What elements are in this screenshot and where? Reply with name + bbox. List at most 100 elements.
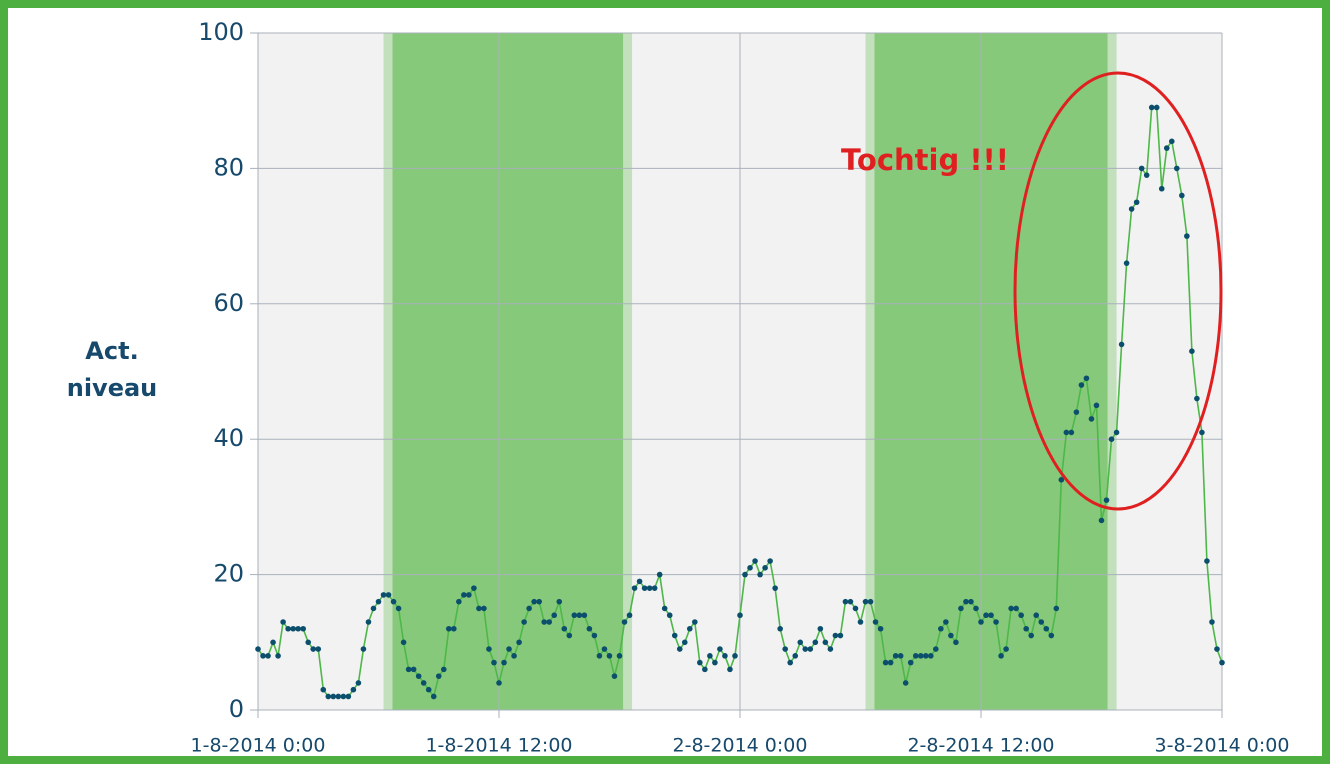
data-point	[1179, 192, 1185, 199]
data-point	[681, 639, 688, 646]
data-point	[536, 598, 542, 605]
data-point	[1063, 429, 1070, 436]
data-point	[747, 565, 753, 571]
shaded-range	[874, 33, 1108, 710]
data-point	[892, 653, 899, 659]
data-point	[852, 605, 859, 612]
data-point	[872, 619, 879, 625]
data-point	[445, 625, 452, 632]
data-point	[1133, 199, 1140, 206]
data-point	[1103, 497, 1110, 503]
data-point	[491, 659, 497, 666]
data-point	[320, 686, 327, 693]
data-point	[340, 693, 347, 700]
data-point	[797, 639, 804, 646]
data-point	[561, 625, 568, 632]
data-point	[697, 659, 703, 666]
data-point	[601, 646, 608, 652]
data-point	[867, 598, 874, 605]
data-point	[827, 646, 834, 652]
data-point	[767, 558, 773, 564]
data-point	[1008, 605, 1014, 612]
data-point	[953, 639, 959, 646]
data-point	[1128, 206, 1135, 212]
data-point	[907, 659, 914, 666]
data-point	[812, 639, 819, 646]
y-tick-label: 80	[213, 153, 244, 181]
data-point	[1123, 260, 1130, 266]
data-point	[546, 619, 553, 625]
data-point	[596, 653, 603, 659]
data-point	[802, 646, 809, 652]
data-point	[732, 653, 738, 659]
data-point	[576, 612, 583, 619]
data-point	[621, 619, 628, 625]
data-point	[405, 666, 412, 673]
x-tick-label: 2-8-2014 0:00	[673, 735, 808, 757]
data-point	[1163, 145, 1170, 151]
data-point	[420, 680, 427, 686]
data-point	[737, 612, 743, 619]
data-point	[1078, 382, 1085, 388]
data-point	[712, 659, 718, 666]
data-point	[757, 571, 763, 578]
data-point	[551, 612, 558, 619]
data-point	[1204, 558, 1210, 564]
data-point	[707, 653, 713, 659]
data-point	[1214, 646, 1220, 652]
data-point	[847, 598, 854, 605]
data-point	[606, 653, 613, 659]
data-point	[671, 632, 678, 639]
data-point	[511, 653, 517, 659]
y-tick-label: 60	[213, 289, 244, 317]
data-point	[882, 659, 889, 666]
data-point	[938, 625, 944, 632]
data-point	[350, 686, 357, 693]
data-point	[516, 639, 522, 646]
data-point	[912, 653, 919, 659]
data-point	[661, 605, 668, 612]
x-tick-label: 1-8-2014 0:00	[191, 735, 326, 757]
data-point	[897, 653, 904, 659]
data-point	[1053, 605, 1060, 612]
data-point	[676, 646, 683, 652]
x-tick-label: 2-8-2014 12:00	[907, 735, 1054, 757]
data-point	[1068, 429, 1075, 436]
data-point	[792, 653, 799, 659]
data-point	[1093, 402, 1100, 409]
y-axis-label: Act.	[85, 337, 138, 365]
data-point	[541, 619, 547, 625]
data-point	[591, 632, 598, 639]
data-point	[636, 578, 643, 585]
data-point	[295, 625, 301, 632]
data-point	[481, 605, 487, 612]
data-point	[255, 646, 261, 652]
data-point	[566, 632, 573, 639]
data-point	[958, 605, 964, 612]
data-point	[1083, 375, 1090, 382]
data-point	[1199, 429, 1205, 436]
data-point	[395, 605, 402, 612]
data-point	[717, 646, 723, 652]
data-point	[435, 673, 442, 679]
data-point	[556, 598, 563, 605]
data-point	[963, 598, 969, 605]
data-point	[1048, 632, 1055, 639]
annotation: Tochtig !!!	[841, 143, 1009, 177]
data-point	[978, 619, 984, 625]
data-point	[471, 585, 477, 591]
data-point	[988, 612, 994, 619]
data-point	[616, 653, 623, 659]
y-tick-label: 20	[213, 560, 244, 588]
data-point	[1098, 517, 1105, 524]
data-point	[817, 625, 824, 632]
data-point	[526, 605, 532, 612]
data-point	[1209, 619, 1215, 625]
data-point	[807, 646, 814, 652]
data-point	[948, 632, 954, 639]
y-axis-label: niveau	[67, 374, 158, 402]
data-point	[360, 646, 367, 652]
data-point	[993, 619, 999, 625]
data-point	[832, 632, 839, 639]
